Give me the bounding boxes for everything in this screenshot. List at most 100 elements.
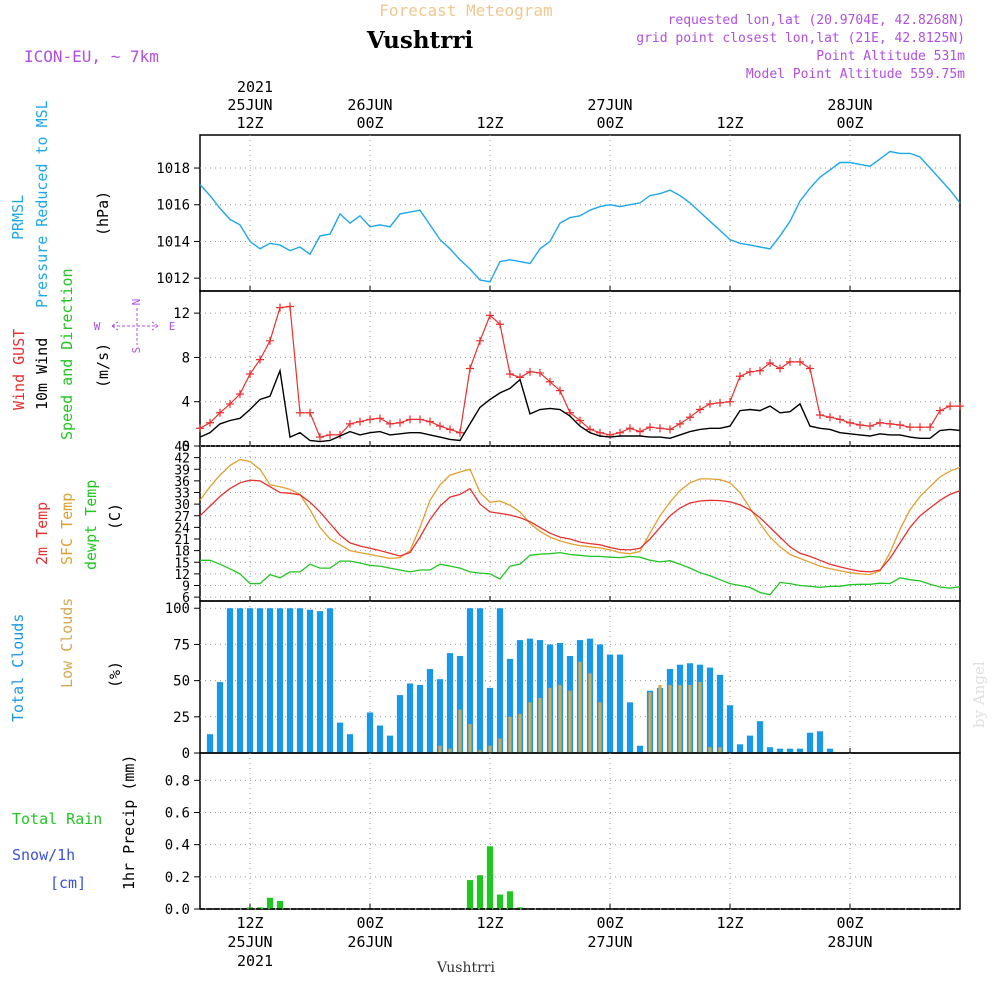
temp-unit: (C) — [106, 503, 124, 530]
top-date-label: 28JUN — [827, 96, 872, 114]
compass-rose: N S W E — [94, 299, 176, 354]
pressure-unit: (hPa) — [94, 191, 112, 236]
rain-bar — [476, 875, 484, 909]
requested-coords: requested lon,lat (20.9704E, 42.8268N) — [668, 13, 965, 28]
total-cloud-bar — [516, 640, 524, 753]
low-cloud-bar — [518, 713, 522, 753]
total-cloud-bar — [536, 640, 544, 753]
low-clouds-label: Low Clouds — [58, 598, 76, 688]
gust-marker — [746, 367, 754, 376]
total-clouds-label: Total Clouds — [9, 614, 27, 722]
y-tick-label: 100 — [165, 601, 190, 617]
bottom-year-label: 2021 — [237, 952, 273, 970]
gust-marker — [416, 415, 424, 424]
total-cloud-bar — [716, 674, 724, 753]
gust-marker — [896, 420, 904, 429]
bottom-date-label: 27JUN — [587, 933, 632, 951]
total-cloud-bar — [246, 608, 254, 753]
y-tick-label: 0 — [182, 746, 190, 762]
t2m-line — [199, 479, 961, 573]
compass-n: N — [130, 299, 143, 306]
top-date-label: 26JUN — [347, 96, 392, 114]
total-cloud-bar — [606, 654, 614, 753]
total-rain-label: Total Rain — [12, 810, 102, 828]
bottom-time-label: 12Z — [476, 914, 503, 932]
total-cloud-bar — [386, 735, 394, 753]
low-cloud-bar — [598, 702, 602, 753]
gust-marker — [806, 364, 814, 373]
y-tick-label: 0 — [182, 439, 190, 455]
gust-marker — [956, 402, 964, 411]
panel-frame — [199, 752, 961, 910]
total-cloud-bar — [776, 748, 784, 753]
pressure-panel: 1012 1014 1016 1018 — [156, 134, 961, 292]
rain-bar — [516, 907, 524, 909]
total-cloud-bar — [806, 732, 814, 753]
low-cloud-bar — [458, 709, 462, 753]
total-cloud-bar — [816, 731, 824, 753]
low-cloud-bar — [678, 684, 682, 753]
total-cloud-bar — [626, 702, 634, 753]
gust-marker — [276, 303, 284, 312]
total-cloud-bar — [616, 654, 624, 753]
gust-marker — [686, 413, 694, 422]
gust-marker — [906, 423, 914, 432]
total-cloud-bar — [346, 734, 354, 753]
gust-marker — [536, 368, 544, 377]
gust-marker — [816, 411, 824, 419]
clouds-panel: 0 25 50 75 100 — [165, 600, 961, 762]
gust-marker — [826, 413, 834, 422]
y-tick-label: 39 — [174, 463, 190, 478]
low-cloud-bar — [468, 724, 472, 753]
gust-marker — [576, 416, 584, 425]
y-tick-label: 4 — [182, 395, 190, 411]
temp-dewpoint-label: dewpt Temp — [82, 480, 100, 570]
total-cloud-bar — [436, 679, 444, 753]
wind-panel: 0 4 8 12 — [173, 290, 964, 455]
y-tick-label: 30 — [174, 498, 190, 513]
bottom-time-label: 00Z — [836, 914, 863, 932]
gust-marker — [376, 414, 384, 423]
gust-marker — [216, 408, 224, 417]
rain-bar — [256, 907, 264, 909]
bottom-time-label: 12Z — [716, 914, 743, 932]
y-tick-label: 75 — [173, 637, 190, 653]
total-cloud-bar — [636, 745, 644, 753]
gust-marker — [636, 427, 644, 436]
total-cloud-bar — [266, 608, 274, 753]
gust-marker — [246, 370, 254, 379]
gust-marker — [526, 367, 534, 376]
low-cloud-bar — [488, 745, 492, 753]
low-cloud-bar — [578, 661, 582, 753]
rain-bar — [266, 897, 274, 909]
gust-marker — [456, 428, 464, 437]
low-cloud-bar — [658, 684, 662, 753]
total-cloud-bar — [756, 721, 764, 753]
total-cloud-bar — [506, 658, 514, 753]
y-tick-label: 0.8 — [165, 773, 190, 789]
gust-marker — [356, 417, 364, 426]
total-cloud-bar — [216, 682, 224, 753]
gust-marker — [846, 418, 854, 427]
wind-unit: (m/s) — [94, 343, 112, 388]
low-cloud-bar — [588, 673, 592, 753]
rain-bar — [246, 907, 254, 909]
gust-marker — [646, 423, 654, 432]
y-tick-label: 1014 — [156, 234, 190, 250]
total-cloud-bar — [796, 748, 804, 753]
gust-marker — [466, 364, 474, 373]
gust-marker — [716, 398, 724, 407]
total-cloud-bar — [296, 608, 304, 753]
y-tick-label: 9 — [182, 580, 190, 595]
snow-unit: [cm] — [50, 874, 86, 892]
clouds-unit: (%) — [106, 661, 124, 688]
y-tick-label: 21 — [174, 533, 190, 548]
gust-marker — [476, 336, 484, 345]
pressure-label-full: Pressure Reduced to MSL — [33, 100, 51, 308]
low-cloud-bar — [538, 697, 542, 753]
top-date-label: 27JUN — [587, 96, 632, 114]
total-cloud-bar — [426, 669, 434, 753]
